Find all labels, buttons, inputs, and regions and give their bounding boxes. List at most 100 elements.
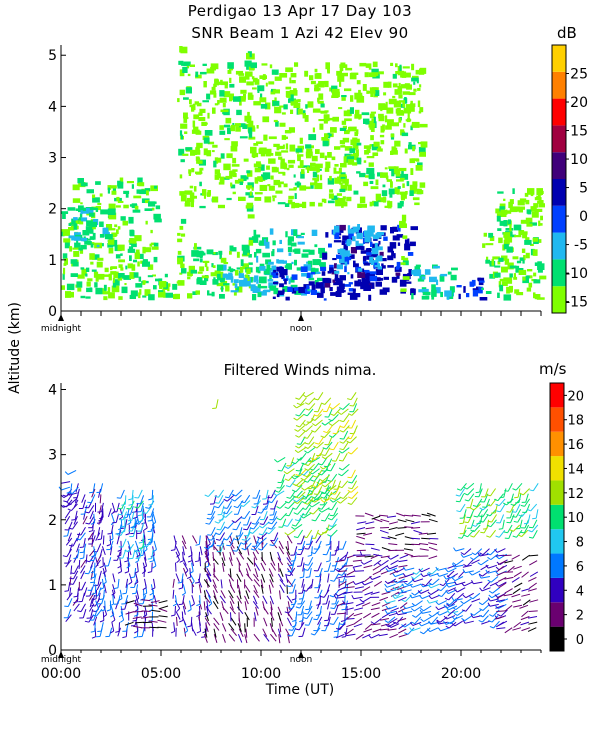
wind-barb [229, 537, 235, 547]
wind-barb [91, 535, 96, 545]
wind-barb [293, 546, 298, 556]
wind-barb-flag [317, 507, 322, 510]
wind-barb-flag [127, 522, 132, 526]
snr-cell [233, 279, 239, 283]
snr-cell [401, 195, 405, 201]
wind-barb-flag [338, 450, 343, 454]
snr-cell [184, 131, 188, 134]
snr-cell [193, 246, 202, 250]
wind-barb-flag [256, 541, 260, 545]
wind-barb [198, 573, 201, 583]
snr-cell [196, 160, 203, 164]
wind-barb [454, 564, 464, 568]
wind-barb-flag [326, 469, 331, 472]
snr-cell [501, 266, 508, 273]
wind-barb [398, 633, 408, 638]
wind-barb [311, 546, 313, 556]
snr-cell [115, 233, 118, 236]
wind-barb [345, 580, 354, 586]
wind-barb [71, 486, 79, 495]
wind-barb [297, 447, 306, 454]
snr-colorbar-swatch [552, 45, 566, 72]
wind-barb-flag [463, 563, 468, 567]
snr-cell [227, 127, 231, 135]
wind-barb [317, 486, 323, 495]
wind-barb [269, 601, 273, 611]
wind-barb-flag [495, 503, 500, 507]
wind-x-tick-label: 10:00 [241, 666, 281, 682]
wind-barb-flag [240, 542, 245, 545]
wind-barb-flag [482, 528, 487, 530]
snr-cell [312, 177, 317, 181]
wind-barb [230, 617, 237, 626]
snr-cell [370, 111, 376, 114]
snr-cell [305, 104, 308, 109]
wind-barb [285, 573, 289, 583]
snr-cell [355, 263, 359, 271]
snr-colorbar-swatch [552, 259, 566, 287]
snr-cell [202, 63, 207, 66]
snr-cell [82, 230, 90, 236]
snr-cell [331, 269, 337, 275]
snr-cell [299, 185, 307, 191]
snr-cell [179, 272, 183, 275]
snr-cell [257, 88, 260, 93]
wind-barb-flag [119, 516, 123, 520]
wind-barb [336, 425, 341, 434]
wind-barb [330, 462, 336, 472]
wind-barb [175, 546, 181, 555]
wind-barb-flag [148, 498, 153, 501]
wind-barb [447, 609, 456, 617]
snr-cell [361, 277, 366, 283]
snr-cell [191, 104, 195, 112]
wind-colorbar-label: 6 [576, 560, 584, 575]
wind-barb [373, 553, 383, 557]
wind-barb [286, 535, 293, 544]
snr-cell [347, 109, 352, 117]
wind-barb [229, 568, 232, 578]
snr-cell [501, 281, 508, 286]
snr-cell [229, 251, 232, 255]
snr-cell [310, 289, 317, 295]
snr-cell [179, 191, 185, 196]
wind-barb [151, 489, 154, 499]
snr-cell [253, 229, 257, 237]
snr-cell [248, 127, 253, 134]
wind-barb [127, 540, 132, 550]
snr-cell [79, 213, 83, 218]
snr-cell [230, 145, 238, 152]
snr-cell [228, 266, 232, 271]
wind-barb [311, 501, 320, 508]
snr-cell [499, 206, 505, 212]
wind-barb [333, 507, 339, 517]
wind-barb-flag [370, 621, 375, 625]
wind-barb [205, 589, 211, 598]
snr-cell [333, 167, 337, 173]
wind-barb [237, 623, 242, 632]
snr-cell [354, 114, 362, 119]
wind-barb [405, 605, 415, 610]
wind-barb [83, 587, 88, 597]
snr-cell [299, 160, 304, 167]
wind-barb [327, 491, 333, 501]
wind-barb [381, 547, 391, 551]
wind-barb [212, 551, 215, 561]
snr-cell [392, 83, 398, 88]
snr-cell [158, 291, 166, 298]
snr-cell [272, 249, 275, 254]
wind-barb [335, 633, 345, 639]
wind-y-tick-label: 4 [48, 383, 57, 399]
wind-barb-flag [231, 498, 235, 502]
wind-barb [471, 570, 481, 576]
snr-cell [195, 171, 202, 175]
snr-cell [90, 243, 94, 248]
wind-barb [308, 403, 316, 411]
wind-barb [182, 546, 185, 556]
snr-cell [137, 261, 140, 267]
snr-cell [395, 171, 401, 177]
wind-barb-flag [495, 571, 499, 575]
snr-cell [400, 84, 408, 89]
snr-cell [375, 193, 381, 201]
snr-cell [383, 236, 388, 241]
snr-colorbar [551, 44, 569, 314]
